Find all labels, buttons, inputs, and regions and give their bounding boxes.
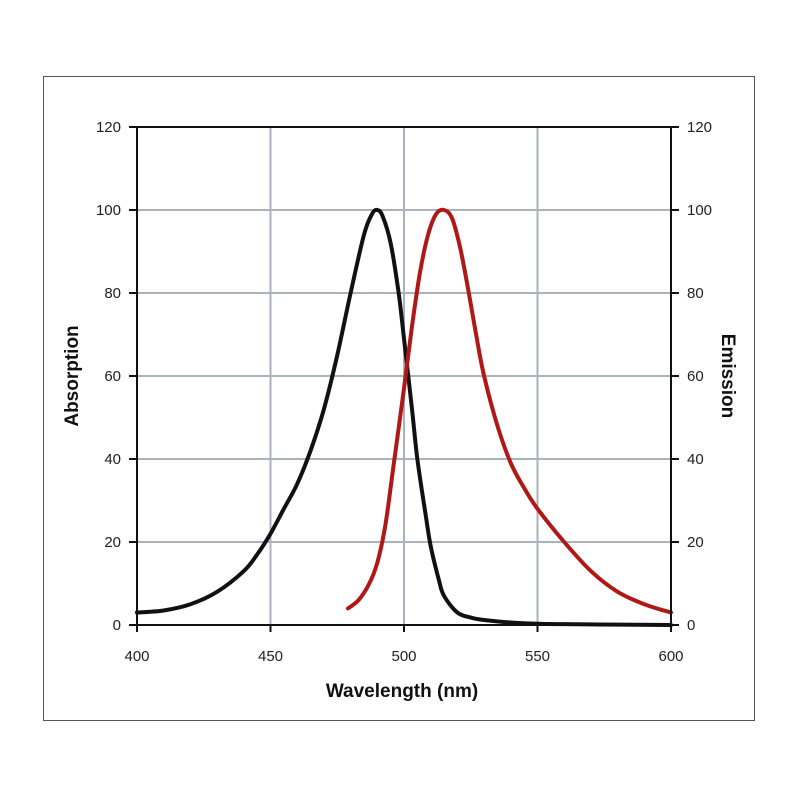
emission-series-line <box>345 207 673 615</box>
y-axis-title: Absorption <box>62 325 83 426</box>
y-tick-label: 40 <box>104 451 121 468</box>
y2-tick-label: 20 <box>687 534 704 551</box>
y-tick-label: 0 <box>113 617 121 634</box>
y2-tick-label: 100 <box>687 202 712 219</box>
x-axis-title: Wavelength (nm) <box>326 681 478 702</box>
x-tick-label: 400 <box>124 648 149 665</box>
x-tick-label: 600 <box>658 648 683 665</box>
y2-tick-label: 120 <box>687 119 712 136</box>
y2-tick-label: 60 <box>687 368 704 385</box>
series-layer <box>135 207 673 627</box>
x-tick-label: 550 <box>525 648 550 665</box>
y2-tick-label: 80 <box>687 285 704 302</box>
y-axis-ticks: 0 20 40 60 80 100 120 <box>96 119 137 634</box>
y2-axis-title: Emission <box>717 334 738 418</box>
y-tick-label: 120 <box>96 119 121 136</box>
y-tick-label: 60 <box>104 368 121 385</box>
y2-axis-ticks: 0 20 40 60 80 100 120 <box>671 119 712 634</box>
y-tick-label: 100 <box>96 202 121 219</box>
x-axis-ticks: 400 450 500 550 600 <box>124 625 684 665</box>
x-tick-label: 450 <box>258 648 283 665</box>
x-tick-label: 500 <box>391 648 416 665</box>
y-tick-label: 20 <box>104 534 121 551</box>
chart-frame <box>43 76 755 721</box>
y2-tick-label: 40 <box>687 451 704 468</box>
absorption-series-line <box>135 207 673 627</box>
y2-tick-label: 0 <box>687 617 695 634</box>
y-tick-label: 80 <box>104 285 121 302</box>
